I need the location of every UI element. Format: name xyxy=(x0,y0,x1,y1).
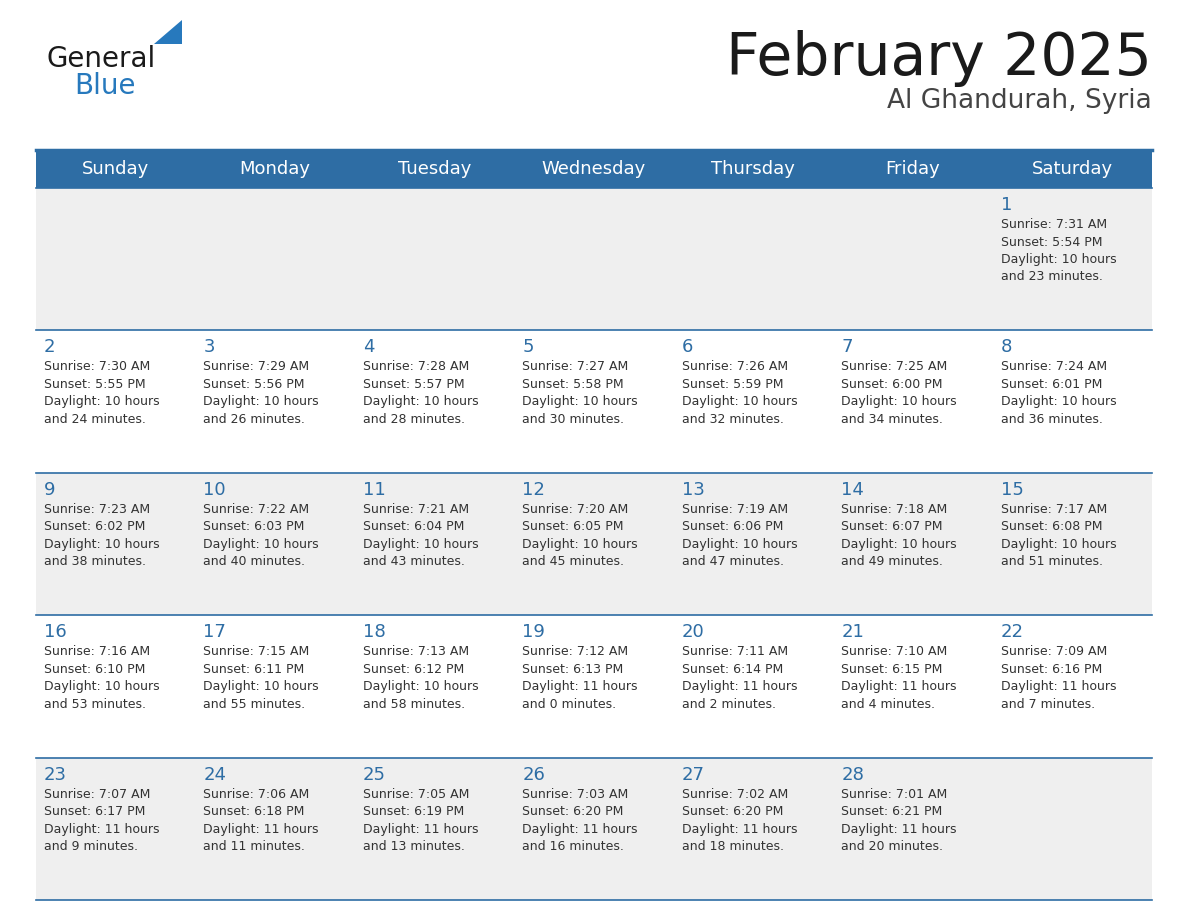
Text: Sunrise: 7:25 AM
Sunset: 6:00 PM
Daylight: 10 hours
and 34 minutes.: Sunrise: 7:25 AM Sunset: 6:00 PM Dayligh… xyxy=(841,361,956,426)
Text: Al Ghandurah, Syria: Al Ghandurah, Syria xyxy=(887,88,1152,114)
Text: Saturday: Saturday xyxy=(1031,160,1113,178)
Text: Friday: Friday xyxy=(885,160,940,178)
Text: 11: 11 xyxy=(362,481,386,498)
Text: 28: 28 xyxy=(841,766,864,784)
Text: Sunrise: 7:26 AM
Sunset: 5:59 PM
Daylight: 10 hours
and 32 minutes.: Sunrise: 7:26 AM Sunset: 5:59 PM Dayligh… xyxy=(682,361,797,426)
Text: Thursday: Thursday xyxy=(712,160,796,178)
Text: Sunrise: 7:31 AM
Sunset: 5:54 PM
Daylight: 10 hours
and 23 minutes.: Sunrise: 7:31 AM Sunset: 5:54 PM Dayligh… xyxy=(1000,218,1117,284)
Bar xyxy=(36,615,1152,757)
Text: 25: 25 xyxy=(362,766,386,784)
Text: 6: 6 xyxy=(682,339,693,356)
Text: Sunrise: 7:05 AM
Sunset: 6:19 PM
Daylight: 11 hours
and 13 minutes.: Sunrise: 7:05 AM Sunset: 6:19 PM Dayligh… xyxy=(362,788,479,853)
Text: 26: 26 xyxy=(523,766,545,784)
Bar xyxy=(36,473,1152,615)
Text: Sunrise: 7:03 AM
Sunset: 6:20 PM
Daylight: 11 hours
and 16 minutes.: Sunrise: 7:03 AM Sunset: 6:20 PM Dayligh… xyxy=(523,788,638,853)
Text: Sunrise: 7:07 AM
Sunset: 6:17 PM
Daylight: 11 hours
and 9 minutes.: Sunrise: 7:07 AM Sunset: 6:17 PM Dayligh… xyxy=(44,788,159,853)
Text: Sunrise: 7:09 AM
Sunset: 6:16 PM
Daylight: 11 hours
and 7 minutes.: Sunrise: 7:09 AM Sunset: 6:16 PM Dayligh… xyxy=(1000,645,1116,711)
Polygon shape xyxy=(154,20,182,44)
Text: 7: 7 xyxy=(841,339,853,356)
Text: 15: 15 xyxy=(1000,481,1023,498)
Text: Sunrise: 7:20 AM
Sunset: 6:05 PM
Daylight: 10 hours
and 45 minutes.: Sunrise: 7:20 AM Sunset: 6:05 PM Dayligh… xyxy=(523,503,638,568)
Text: Tuesday: Tuesday xyxy=(398,160,472,178)
Text: Sunrise: 7:13 AM
Sunset: 6:12 PM
Daylight: 10 hours
and 58 minutes.: Sunrise: 7:13 AM Sunset: 6:12 PM Dayligh… xyxy=(362,645,479,711)
Text: Sunrise: 7:15 AM
Sunset: 6:11 PM
Daylight: 10 hours
and 55 minutes.: Sunrise: 7:15 AM Sunset: 6:11 PM Dayligh… xyxy=(203,645,320,711)
Text: 12: 12 xyxy=(523,481,545,498)
Text: 20: 20 xyxy=(682,623,704,641)
Text: Sunrise: 7:23 AM
Sunset: 6:02 PM
Daylight: 10 hours
and 38 minutes.: Sunrise: 7:23 AM Sunset: 6:02 PM Dayligh… xyxy=(44,503,159,568)
Text: Sunrise: 7:06 AM
Sunset: 6:18 PM
Daylight: 11 hours
and 11 minutes.: Sunrise: 7:06 AM Sunset: 6:18 PM Dayligh… xyxy=(203,788,318,853)
Text: 21: 21 xyxy=(841,623,864,641)
Text: 9: 9 xyxy=(44,481,56,498)
Text: 17: 17 xyxy=(203,623,226,641)
Text: 18: 18 xyxy=(362,623,386,641)
Text: 14: 14 xyxy=(841,481,864,498)
Bar xyxy=(36,757,1152,900)
Text: Sunrise: 7:02 AM
Sunset: 6:20 PM
Daylight: 11 hours
and 18 minutes.: Sunrise: 7:02 AM Sunset: 6:20 PM Dayligh… xyxy=(682,788,797,853)
Text: 16: 16 xyxy=(44,623,67,641)
Text: Monday: Monday xyxy=(240,160,310,178)
Text: February 2025: February 2025 xyxy=(726,30,1152,87)
Text: 22: 22 xyxy=(1000,623,1024,641)
Text: Sunrise: 7:24 AM
Sunset: 6:01 PM
Daylight: 10 hours
and 36 minutes.: Sunrise: 7:24 AM Sunset: 6:01 PM Dayligh… xyxy=(1000,361,1117,426)
Text: Sunrise: 7:18 AM
Sunset: 6:07 PM
Daylight: 10 hours
and 49 minutes.: Sunrise: 7:18 AM Sunset: 6:07 PM Dayligh… xyxy=(841,503,956,568)
Text: Sunrise: 7:21 AM
Sunset: 6:04 PM
Daylight: 10 hours
and 43 minutes.: Sunrise: 7:21 AM Sunset: 6:04 PM Dayligh… xyxy=(362,503,479,568)
Text: Sunrise: 7:29 AM
Sunset: 5:56 PM
Daylight: 10 hours
and 26 minutes.: Sunrise: 7:29 AM Sunset: 5:56 PM Dayligh… xyxy=(203,361,320,426)
Text: Sunrise: 7:27 AM
Sunset: 5:58 PM
Daylight: 10 hours
and 30 minutes.: Sunrise: 7:27 AM Sunset: 5:58 PM Dayligh… xyxy=(523,361,638,426)
Text: Sunrise: 7:01 AM
Sunset: 6:21 PM
Daylight: 11 hours
and 20 minutes.: Sunrise: 7:01 AM Sunset: 6:21 PM Dayligh… xyxy=(841,788,956,853)
Text: 5: 5 xyxy=(523,339,533,356)
Bar xyxy=(36,188,1152,330)
Text: Blue: Blue xyxy=(74,72,135,100)
Text: 10: 10 xyxy=(203,481,226,498)
Text: 2: 2 xyxy=(44,339,56,356)
Text: 27: 27 xyxy=(682,766,704,784)
Text: Sunrise: 7:12 AM
Sunset: 6:13 PM
Daylight: 11 hours
and 0 minutes.: Sunrise: 7:12 AM Sunset: 6:13 PM Dayligh… xyxy=(523,645,638,711)
Text: Sunday: Sunday xyxy=(82,160,150,178)
Text: Sunrise: 7:11 AM
Sunset: 6:14 PM
Daylight: 11 hours
and 2 minutes.: Sunrise: 7:11 AM Sunset: 6:14 PM Dayligh… xyxy=(682,645,797,711)
Text: 23: 23 xyxy=(44,766,67,784)
Text: 8: 8 xyxy=(1000,339,1012,356)
Text: 24: 24 xyxy=(203,766,227,784)
Text: Sunrise: 7:30 AM
Sunset: 5:55 PM
Daylight: 10 hours
and 24 minutes.: Sunrise: 7:30 AM Sunset: 5:55 PM Dayligh… xyxy=(44,361,159,426)
Text: 4: 4 xyxy=(362,339,374,356)
Text: 19: 19 xyxy=(523,623,545,641)
Text: General: General xyxy=(46,45,156,73)
Text: Sunrise: 7:28 AM
Sunset: 5:57 PM
Daylight: 10 hours
and 28 minutes.: Sunrise: 7:28 AM Sunset: 5:57 PM Dayligh… xyxy=(362,361,479,426)
Text: Wednesday: Wednesday xyxy=(542,160,646,178)
Text: Sunrise: 7:19 AM
Sunset: 6:06 PM
Daylight: 10 hours
and 47 minutes.: Sunrise: 7:19 AM Sunset: 6:06 PM Dayligh… xyxy=(682,503,797,568)
Text: 1: 1 xyxy=(1000,196,1012,214)
Bar xyxy=(36,150,1152,188)
Text: Sunrise: 7:16 AM
Sunset: 6:10 PM
Daylight: 10 hours
and 53 minutes.: Sunrise: 7:16 AM Sunset: 6:10 PM Dayligh… xyxy=(44,645,159,711)
Text: Sunrise: 7:10 AM
Sunset: 6:15 PM
Daylight: 11 hours
and 4 minutes.: Sunrise: 7:10 AM Sunset: 6:15 PM Dayligh… xyxy=(841,645,956,711)
Text: Sunrise: 7:17 AM
Sunset: 6:08 PM
Daylight: 10 hours
and 51 minutes.: Sunrise: 7:17 AM Sunset: 6:08 PM Dayligh… xyxy=(1000,503,1117,568)
Text: 3: 3 xyxy=(203,339,215,356)
Bar xyxy=(36,330,1152,473)
Text: Sunrise: 7:22 AM
Sunset: 6:03 PM
Daylight: 10 hours
and 40 minutes.: Sunrise: 7:22 AM Sunset: 6:03 PM Dayligh… xyxy=(203,503,320,568)
Text: 13: 13 xyxy=(682,481,704,498)
